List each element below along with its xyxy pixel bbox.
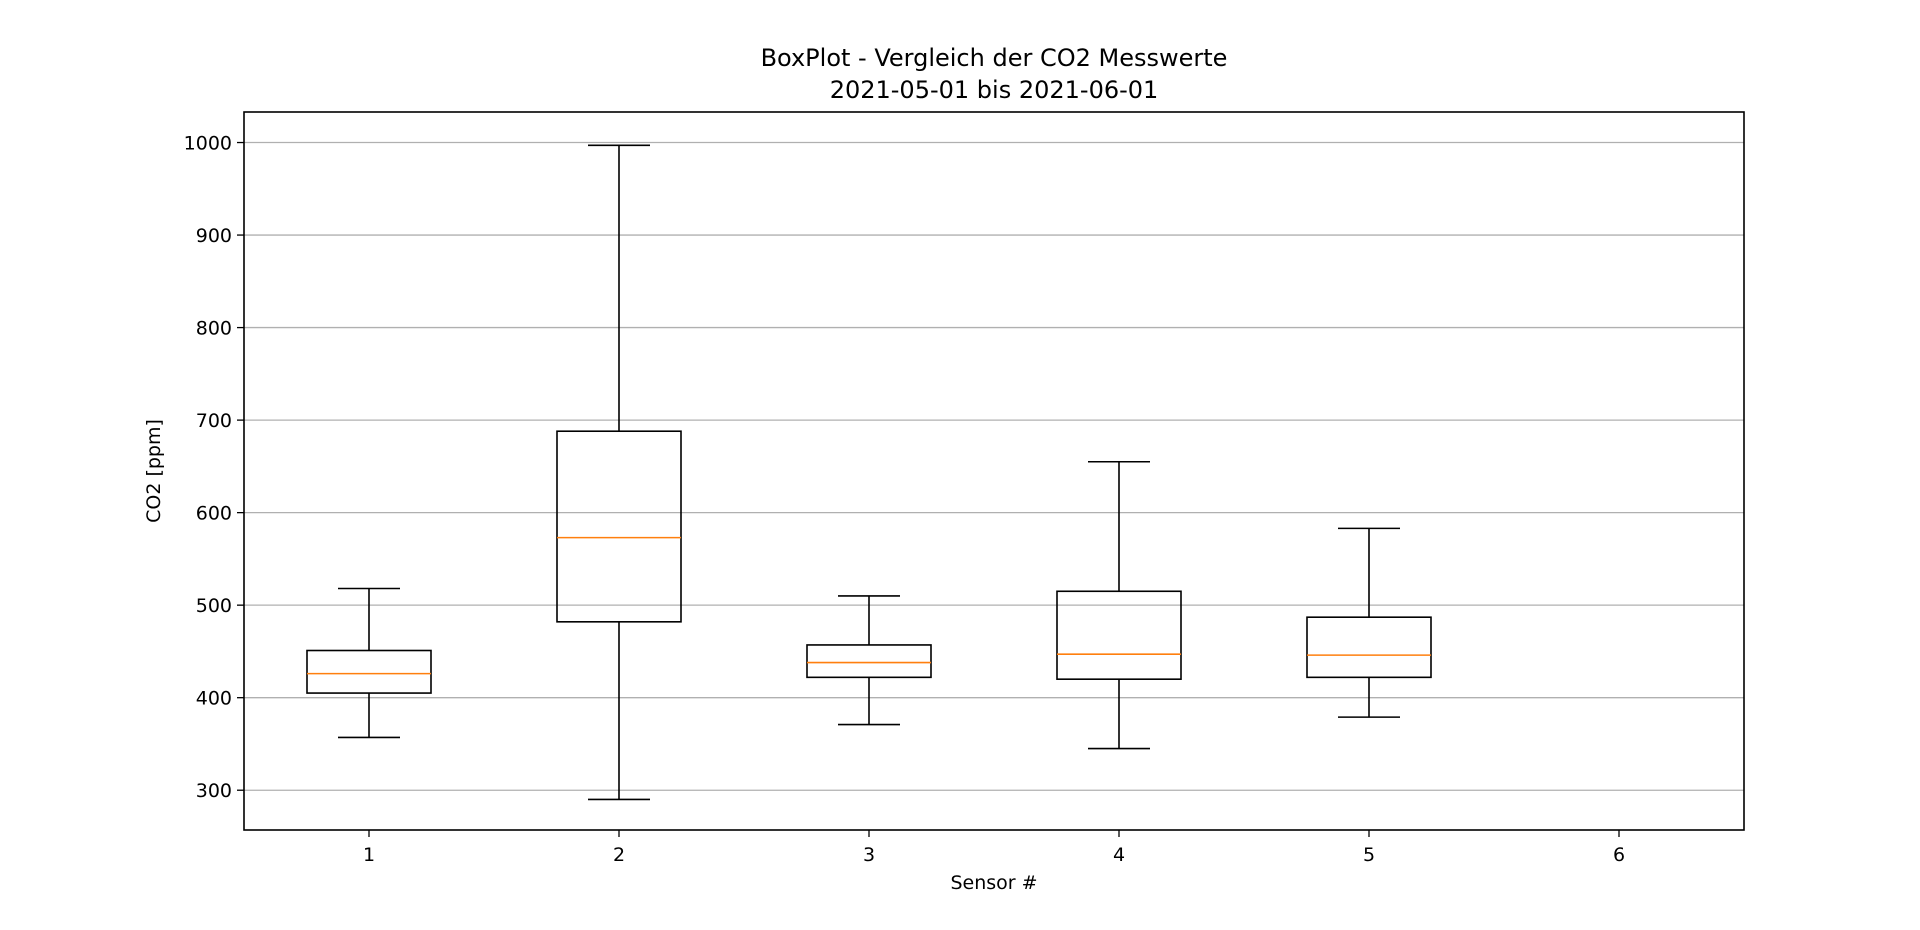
- box-sensor-4: [1056, 460, 1182, 750]
- box-sensor-5: [1306, 527, 1432, 718]
- y-axis-label: CO2 [ppm]: [143, 419, 165, 523]
- box-iqr: [306, 649, 432, 694]
- y-tick-label: 400: [196, 688, 232, 710]
- y-tick-label: 600: [196, 503, 232, 525]
- x-tick-label: 1: [363, 844, 375, 866]
- y-tick-label: 700: [196, 410, 232, 432]
- y-tick-label: 900: [196, 225, 232, 247]
- plot-frame: [243, 111, 1745, 831]
- box-iqr: [1056, 590, 1182, 680]
- x-tick-label: 5: [1363, 844, 1375, 866]
- y-tick-label: 300: [196, 780, 232, 802]
- x-tick-label: 4: [1113, 844, 1125, 866]
- chart-title-line-2: 2021-05-01 bis 2021-06-01: [830, 76, 1159, 104]
- box-iqr: [1306, 616, 1432, 679]
- box-sensor-3: [806, 595, 932, 726]
- x-axis-label: Sensor #: [950, 872, 1037, 894]
- grid-layer: [244, 141, 1744, 791]
- y-tick-label: 800: [196, 318, 232, 340]
- y-tick-label: 500: [196, 595, 232, 617]
- box-iqr: [806, 644, 932, 679]
- x-tick-label: 3: [863, 844, 875, 866]
- x-tick-label: 2: [613, 844, 625, 866]
- y-tick-label: 1000: [184, 133, 232, 155]
- chart-title-line-1: BoxPlot - Vergleich der CO2 Messwerte: [761, 44, 1228, 72]
- box-layer: [306, 144, 1432, 801]
- box-iqr: [556, 430, 682, 623]
- box-sensor-1: [306, 587, 432, 739]
- x-tick-label: 6: [1613, 844, 1625, 866]
- y-ticks: 300 400 500 600 700 800 900 1000: [184, 133, 244, 802]
- box-sensor-2: [556, 144, 682, 801]
- x-ticks: 1 2 3 4 5 6: [363, 830, 1625, 866]
